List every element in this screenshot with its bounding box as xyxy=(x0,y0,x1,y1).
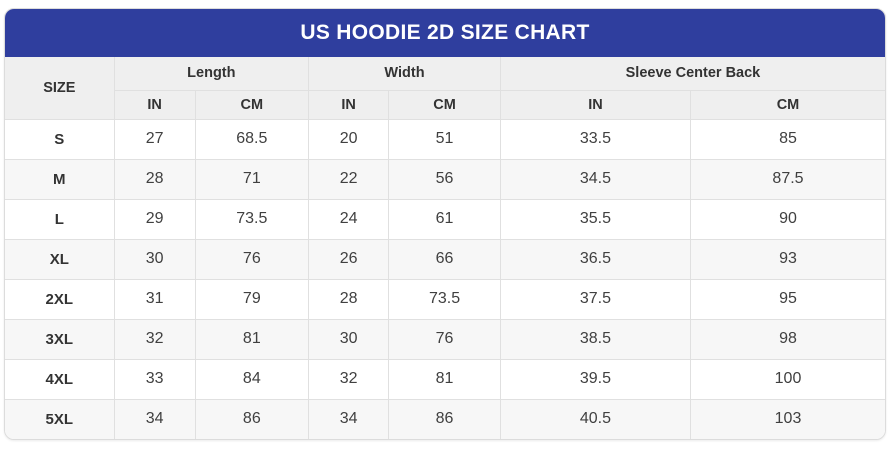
size-cell: 3XL xyxy=(5,318,115,360)
unit-header-row: IN CM IN CM IN CM xyxy=(5,89,885,120)
value-cell: 76 xyxy=(388,318,501,360)
table-row: 5XL 34 86 34 86 40.5 103 xyxy=(5,398,885,439)
unit-header-length-in: IN xyxy=(114,89,196,120)
unit-header-sleeve-in: IN xyxy=(499,89,691,120)
value-cell: 26 xyxy=(308,238,390,280)
value-cell: 98 xyxy=(689,318,885,360)
size-cell: S xyxy=(5,118,115,160)
size-cell: 4XL xyxy=(5,358,115,400)
size-cell: L xyxy=(5,198,115,240)
value-cell: 28 xyxy=(308,278,390,320)
value-cell: 37.5 xyxy=(499,278,691,320)
size-cell: XL xyxy=(5,238,115,280)
value-cell: 28 xyxy=(113,158,196,200)
value-cell: 20 xyxy=(308,118,390,160)
value-cell: 81 xyxy=(388,358,501,400)
value-cell: 76 xyxy=(194,238,310,280)
value-cell: 34.5 xyxy=(499,158,691,200)
value-cell: 33.5 xyxy=(499,118,691,160)
value-cell: 22 xyxy=(308,158,390,200)
value-cell: 56 xyxy=(388,158,501,200)
unit-header-width-cm: CM xyxy=(388,89,501,120)
size-cell: 5XL xyxy=(5,398,115,439)
group-header-row: SIZE Length Width Sleeve Center Back xyxy=(5,57,885,120)
value-cell: 39.5 xyxy=(499,358,691,400)
value-cell: 33 xyxy=(113,358,196,400)
size-table-body: S 27 68.5 20 51 33.5 85 M 28 71 22 56 34.5 87.5 L 29 73.… xyxy=(5,118,885,439)
unit-header-sleeve-cm: CM xyxy=(689,89,885,120)
value-cell: 86 xyxy=(194,398,310,439)
value-cell: 100 xyxy=(689,358,885,400)
table-row: L 29 73.5 24 61 35.5 90 xyxy=(5,198,885,240)
table-row: S 27 68.5 20 51 33.5 85 xyxy=(5,118,885,160)
value-cell: 79 xyxy=(194,278,310,320)
table-row: XL 30 76 26 66 36.5 93 xyxy=(5,238,885,280)
chart-title-bar: US HOODIE 2D SIZE CHART xyxy=(5,9,885,57)
value-cell: 35.5 xyxy=(499,198,691,240)
value-cell: 73.5 xyxy=(194,198,310,240)
value-cell: 71 xyxy=(194,158,310,200)
value-cell: 51 xyxy=(388,118,501,160)
value-cell: 32 xyxy=(113,318,196,360)
value-cell: 90 xyxy=(689,198,885,240)
value-cell: 68.5 xyxy=(194,118,310,160)
value-cell: 30 xyxy=(113,238,196,280)
value-cell: 87.5 xyxy=(689,158,885,200)
value-cell: 29 xyxy=(113,198,196,240)
unit-header-width-in: IN xyxy=(308,89,390,120)
chart-title: US HOODIE 2D SIZE CHART xyxy=(300,21,590,44)
value-cell: 36.5 xyxy=(499,238,691,280)
value-cell: 86 xyxy=(388,398,501,439)
value-cell: 85 xyxy=(689,118,885,160)
value-cell: 34 xyxy=(113,398,196,439)
value-cell: 34 xyxy=(308,398,390,439)
size-cell: M xyxy=(5,158,115,200)
value-cell: 95 xyxy=(689,278,885,320)
size-table: SIZE Length Width Sleeve Center Back IN … xyxy=(5,57,885,439)
value-cell: 38.5 xyxy=(499,318,691,360)
value-cell: 103 xyxy=(689,398,885,439)
unit-header-length-cm: CM xyxy=(194,89,310,120)
table-row: 4XL 33 84 32 81 39.5 100 xyxy=(5,358,885,400)
value-cell: 30 xyxy=(308,318,390,360)
group-header-sleeve-center-back: Sleeve Center Back xyxy=(499,57,885,91)
size-column-header: SIZE xyxy=(5,57,115,120)
table-row: 3XL 32 81 30 76 38.5 98 xyxy=(5,318,885,360)
group-header-width: Width xyxy=(308,57,501,91)
value-cell: 40.5 xyxy=(499,398,691,439)
value-cell: 81 xyxy=(194,318,310,360)
table-row: M 28 71 22 56 34.5 87.5 xyxy=(5,158,885,200)
value-cell: 31 xyxy=(113,278,196,320)
value-cell: 93 xyxy=(689,238,885,280)
table-row: 2XL 31 79 28 73.5 37.5 95 xyxy=(5,278,885,320)
value-cell: 66 xyxy=(388,238,501,280)
value-cell: 84 xyxy=(194,358,310,400)
size-cell: 2XL xyxy=(5,278,115,320)
value-cell: 24 xyxy=(308,198,390,240)
value-cell: 61 xyxy=(388,198,501,240)
value-cell: 27 xyxy=(113,118,196,160)
size-chart-card: US HOODIE 2D SIZE CHART SIZE Length Widt… xyxy=(4,8,886,440)
value-cell: 73.5 xyxy=(388,278,501,320)
value-cell: 32 xyxy=(308,358,390,400)
group-header-length: Length xyxy=(113,57,310,91)
